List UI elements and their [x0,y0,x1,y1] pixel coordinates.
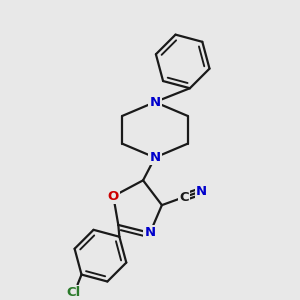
Text: N: N [196,185,207,198]
Text: N: N [149,151,161,164]
Text: N: N [149,96,161,109]
Text: O: O [108,190,119,203]
Text: C: C [179,191,188,204]
Text: Cl: Cl [67,286,81,299]
Text: N: N [144,226,156,239]
